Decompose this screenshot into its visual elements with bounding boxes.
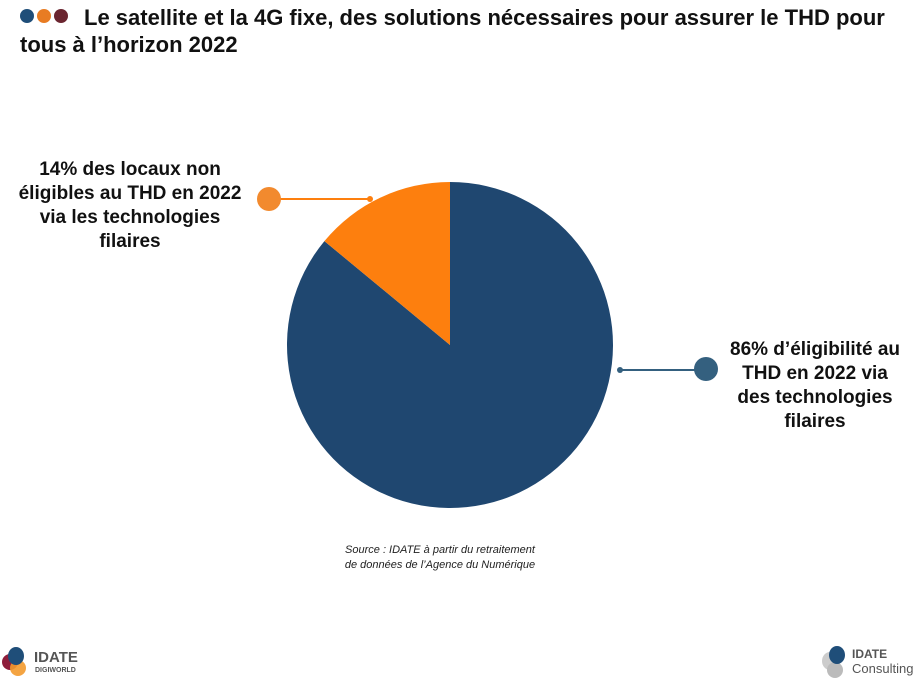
idate-digiworld-logo: IDATE DIGIWORLD	[2, 646, 102, 678]
leader-bubble-left	[257, 187, 281, 211]
leader-bubble-right	[694, 357, 718, 381]
source-note: Source : IDATE à partir du retraitement …	[344, 544, 536, 571]
dot-blue	[20, 9, 34, 23]
page-title: Le satellite et la 4G fixe, des solution…	[20, 5, 885, 57]
logo-subtext: Consulting	[852, 661, 914, 676]
logo-subtext: DIGIWORLD	[35, 667, 76, 674]
logo-text: IDATE	[34, 649, 78, 666]
label-14-percent: 14% des locaux non éligibles au THD en 2…	[18, 159, 242, 252]
label-86-percent: 86% d’éligibilité au THD en 2022 via des…	[730, 339, 900, 432]
dot-orange	[37, 9, 51, 23]
dot-red	[54, 9, 68, 23]
logo-text: IDATE	[852, 647, 888, 661]
idate-consulting-logo: IDATE Consulting	[822, 646, 920, 678]
leader-dot-right	[617, 367, 623, 373]
leader-dot-left	[367, 196, 373, 202]
title-dots	[20, 9, 68, 23]
pie-slice-0	[324, 182, 450, 345]
